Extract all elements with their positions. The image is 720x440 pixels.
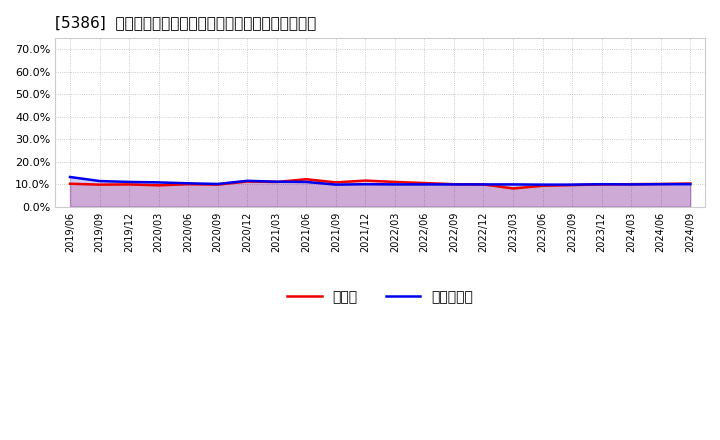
有利子負債: [390, 182, 399, 187]
有利子負債: [125, 179, 133, 184]
現預金: [213, 182, 222, 187]
有利子負債: [509, 182, 518, 187]
有利子負債: [598, 182, 606, 187]
現預金: [657, 181, 665, 187]
現預金: [243, 179, 251, 184]
Text: [5386]  現預金、有利子負債の総資産に対する比率の推移: [5386] 現預金、有利子負債の総資産に対する比率の推移: [55, 15, 317, 30]
Legend: 現預金, 有利子負債: 現預金, 有利子負債: [282, 284, 479, 309]
現預金: [302, 176, 310, 182]
有利子負債: [184, 181, 192, 186]
有利子負債: [272, 179, 281, 184]
Line: 有利子負債: 有利子負債: [70, 177, 690, 185]
現預金: [420, 180, 428, 186]
現預金: [66, 181, 74, 187]
現預金: [125, 182, 133, 187]
現預金: [598, 182, 606, 187]
現預金: [539, 183, 547, 188]
現預金: [390, 179, 399, 184]
有利子負債: [568, 182, 577, 187]
現預金: [627, 182, 636, 187]
有利子負債: [213, 181, 222, 187]
有利子負債: [480, 182, 488, 187]
現預金: [361, 178, 369, 183]
有利子負債: [331, 182, 340, 187]
有利子負債: [627, 182, 636, 187]
現預金: [449, 182, 458, 187]
有利子負債: [449, 182, 458, 187]
有利子負債: [302, 179, 310, 184]
有利子負債: [154, 180, 163, 185]
有利子負債: [539, 182, 547, 187]
有利子負債: [243, 178, 251, 183]
有利子負債: [657, 182, 665, 187]
現預金: [154, 183, 163, 188]
現預金: [272, 179, 281, 184]
Line: 現預金: 現預金: [70, 179, 690, 188]
現預金: [184, 182, 192, 187]
現預金: [480, 182, 488, 187]
有利子負債: [95, 178, 104, 183]
現預金: [509, 186, 518, 191]
現預金: [331, 180, 340, 185]
有利子負債: [66, 174, 74, 180]
有利子負債: [686, 182, 695, 187]
有利子負債: [361, 182, 369, 187]
現預金: [686, 181, 695, 186]
現預金: [568, 183, 577, 188]
現預金: [95, 182, 104, 187]
有利子負債: [420, 182, 428, 187]
